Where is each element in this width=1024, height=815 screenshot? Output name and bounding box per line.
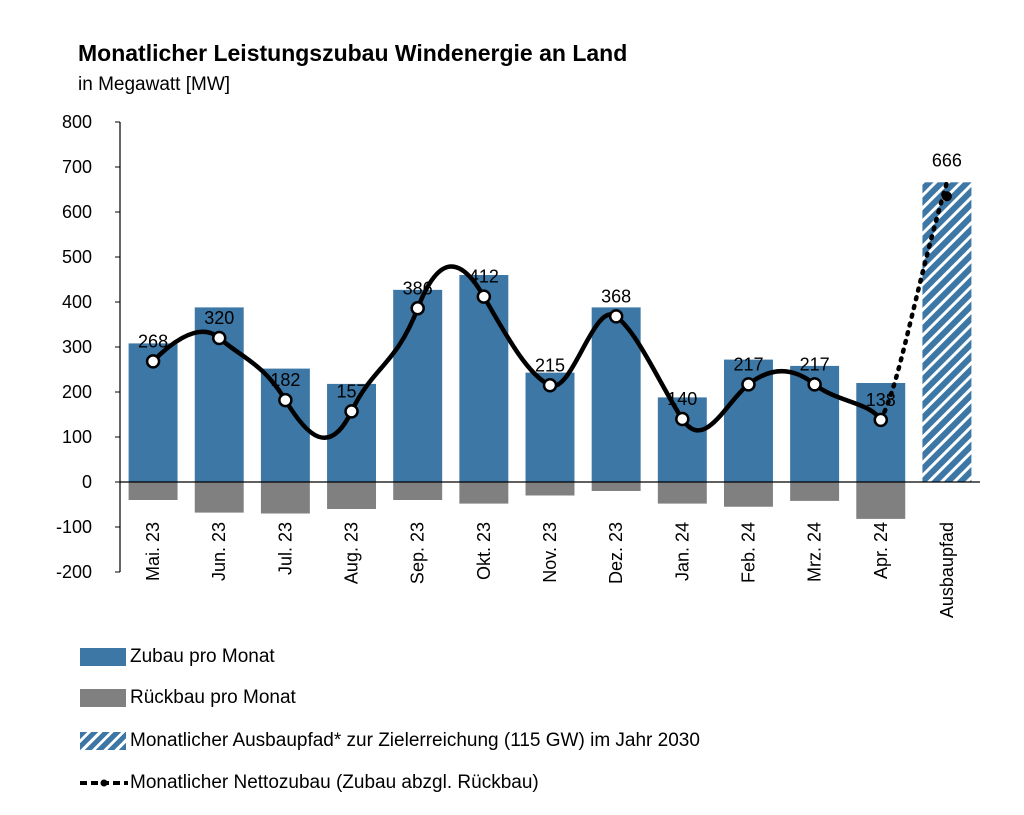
line-nettozubau-projection	[878, 180, 950, 423]
legend-label-zubau: Zubau pro Monat	[130, 646, 275, 667]
marker-nettozubau	[741, 377, 756, 392]
y-tick-label: 0	[82, 472, 92, 492]
bar-rueckbau	[393, 482, 443, 500]
legend-label-ausbaupfad: Monatlicher Ausbaupfad* zur Zielerreichu…	[130, 730, 700, 751]
y-tick-label: 100	[62, 427, 92, 447]
data-label: 138	[866, 390, 896, 410]
x-tick-label: Jan. 24	[672, 522, 692, 581]
data-label: 666	[932, 150, 962, 170]
bar-ausbaupfad	[922, 182, 972, 483]
bar-zubau	[393, 289, 443, 482]
x-tick-label: Dez. 23	[606, 522, 626, 584]
bar-rueckbau	[657, 482, 707, 504]
x-tick-label: Aug. 23	[342, 522, 362, 584]
legend-label-nettozubau: Monatlicher Nettozubau (Zubau abzgl. Rüc…	[130, 772, 539, 793]
legend-item-ausbaupfad: Monatlicher Ausbaupfad* zur Zielerreichu…	[80, 730, 700, 752]
data-label: 412	[469, 267, 499, 287]
marker-nettozubau	[344, 404, 359, 419]
bar-rueckbau	[327, 482, 377, 509]
x-tick-label: Sep. 23	[408, 522, 428, 584]
data-label: 215	[535, 355, 565, 375]
x-tick-label: Jul. 23	[275, 522, 295, 575]
data-label: 182	[270, 370, 300, 390]
marker-nettozubau	[807, 377, 822, 392]
data-label: 217	[733, 354, 763, 374]
legend-line-nettozubau	[80, 779, 128, 787]
y-tick-label: 300	[62, 337, 92, 357]
bar-rueckbau	[128, 482, 178, 500]
marker-nettozubau	[542, 378, 558, 393]
legend-item-rueckbau: Rückbau pro Monat	[80, 687, 296, 709]
marker-nettozubau	[873, 412, 889, 428]
marker-nettozubau	[410, 301, 425, 316]
y-tick-label: 500	[62, 247, 92, 267]
marker-ausbaupfad	[941, 191, 952, 202]
legend-swatch-zubau	[80, 648, 126, 666]
bar-rueckbau	[525, 482, 575, 496]
x-tick-label: Apr. 24	[871, 522, 891, 579]
bar-rueckbau	[856, 482, 906, 519]
x-tick-label: Mrz. 24	[805, 522, 825, 582]
marker-nettozubau	[476, 289, 492, 304]
y-tick-label: 400	[62, 292, 92, 312]
data-label: 368	[601, 286, 631, 306]
x-tick-label: Nov. 23	[540, 522, 560, 583]
bar-zubau	[856, 383, 906, 482]
legend-item-zubau: Zubau pro Monat	[80, 646, 275, 668]
data-label: 320	[204, 308, 234, 328]
chart-title: Monatlicher Leistungszubau Windenergie a…	[78, 40, 628, 66]
y-tick-label: 800	[62, 112, 92, 132]
x-tick-label: Mai. 23	[143, 522, 163, 581]
x-tick-label: Jun. 23	[209, 522, 229, 581]
legend-swatch-ausbaupfad	[80, 732, 126, 750]
bar-rueckbau	[260, 482, 310, 514]
bar-zubau	[657, 397, 707, 482]
x-tick-label: Ausbaupfad	[937, 522, 957, 618]
bar-rueckbau	[459, 482, 509, 504]
bar-rueckbau	[723, 482, 773, 507]
bar-rueckbau	[591, 482, 641, 491]
legend-label-rueckbau: Rückbau pro Monat	[130, 687, 296, 708]
y-tick-label: -200	[56, 562, 92, 582]
data-label: 268	[138, 331, 168, 351]
y-tick-label: 600	[62, 202, 92, 222]
marker-nettozubau	[675, 411, 690, 427]
marker-nettozubau	[608, 309, 624, 324]
y-tick-label: 200	[62, 382, 92, 402]
data-label: 140	[667, 389, 697, 409]
bar-zubau	[459, 275, 509, 482]
y-tick-label: -100	[56, 517, 92, 537]
x-tick-label: Okt. 23	[474, 522, 494, 580]
data-label: 157	[337, 381, 367, 401]
data-label: 386	[403, 278, 433, 298]
y-tick-label: 700	[62, 157, 92, 177]
legend-item-nettozubau: Monatlicher Nettozubau (Zubau abzgl. Rüc…	[80, 772, 539, 794]
chart-plot: 800 700 600 500 400 300 200 100 0 -100 -200 Mai. 23…	[56, 112, 980, 618]
bar-rueckbau	[790, 482, 840, 501]
legend-swatch-rueckbau	[80, 689, 126, 707]
marker-nettozubau	[278, 392, 293, 408]
chart-subtitle: in Megawatt [MW]	[78, 74, 231, 95]
marker-nettozubau	[211, 330, 227, 346]
bar-rueckbau	[194, 482, 244, 513]
x-tick-label: Feb. 24	[738, 522, 758, 583]
data-label: 217	[800, 354, 830, 374]
marker-nettozubau	[145, 354, 161, 369]
